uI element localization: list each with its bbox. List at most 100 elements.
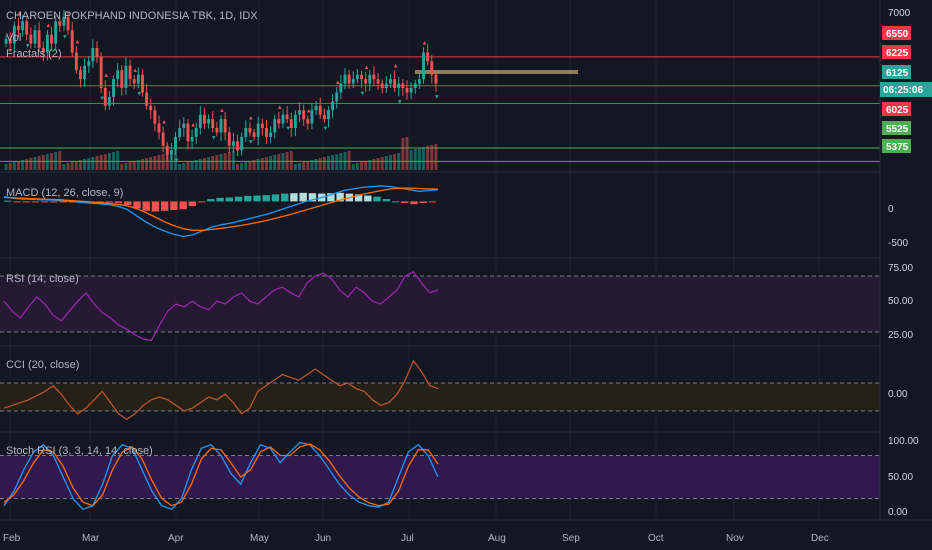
candle-body [91, 48, 95, 62]
macd-hist-bar [40, 201, 49, 203]
volume-bar [198, 159, 202, 170]
macd-hist-bar [105, 201, 113, 203]
volume-bar [33, 157, 37, 170]
candle-body [107, 96, 111, 106]
level-badge-6025-label: 6025 [886, 105, 909, 116]
volume-bar [298, 163, 301, 170]
macd-hist-bar [271, 194, 280, 202]
volume-bar [107, 153, 111, 170]
fractal-down: ▼ [174, 158, 180, 164]
candle-body [149, 105, 153, 111]
volume-bar [302, 162, 306, 170]
level-badge-6025-bg [882, 102, 911, 116]
volume-bar [45, 154, 49, 170]
chart-title: CHAROEN POKPHAND INDONESIA TBK, 1D, IDX [6, 10, 258, 22]
current-price-label: 6125 [886, 68, 909, 79]
countdown-label: 06:25:06 [883, 85, 923, 96]
indicator-bands [0, 275, 880, 499]
candle-body [277, 119, 281, 124]
stoch-k-line [3, 441, 439, 511]
volume-bar [161, 154, 165, 170]
candle-body [198, 114, 202, 128]
fractal-up: ▲ [335, 80, 341, 86]
macd-hist-bar [354, 194, 363, 202]
macd-hist-bar [234, 196, 243, 202]
macd-hist-bar [391, 201, 400, 203]
candle-body [393, 79, 397, 88]
volume-bar [66, 163, 70, 170]
volume-bar [21, 160, 25, 170]
macd-hist-bar [13, 201, 21, 203]
cci-pane[interactable]: CCI (20, close) [3, 359, 439, 421]
candle-body [169, 150, 173, 155]
rsi-pane[interactable]: RSI (14, close) [3, 271, 439, 342]
candle-body [227, 132, 231, 146]
volume-bar [405, 137, 409, 170]
candle-body [240, 136, 244, 151]
fractal-down: ▼ [248, 140, 254, 146]
candle-body [29, 34, 33, 44]
cci-title: CCI (20, close) [6, 359, 79, 371]
macd-hist-bar [308, 193, 317, 202]
candle-body [219, 119, 223, 133]
candle-body [364, 79, 368, 84]
rsi-tick-50: 50.00 [888, 296, 913, 307]
volume-bar [384, 156, 388, 170]
volume-bar [289, 151, 293, 170]
macd-hist-bar [207, 199, 215, 202]
candle-body [260, 123, 264, 128]
volume-bar [306, 161, 310, 170]
rsi-line [3, 271, 439, 342]
volume-bar [376, 158, 380, 170]
volume-bar [145, 158, 149, 170]
time-axis[interactable]: Feb Mar Apr May Jun Jul Aug Sep Oct Nov … [0, 519, 932, 544]
volume-bar [426, 146, 430, 170]
cci-line [3, 359, 439, 421]
macd-line [3, 185, 439, 238]
candle-body [380, 83, 384, 88]
candle-body [8, 39, 12, 44]
level-badge-5525-bg [882, 121, 911, 135]
macd-hist-bar [188, 201, 197, 207]
price-axis[interactable]: 7000 6550 6225 6125 06:25:06 6025 5525 5… [879, 0, 932, 520]
macd-hist-bar [4, 200, 12, 202]
candle-body [132, 79, 136, 84]
candle-body [401, 83, 405, 88]
candle-body [265, 128, 268, 137]
level-badge-6550-label: 6550 [886, 29, 909, 40]
volume-bar [314, 159, 318, 170]
candle-body [293, 114, 297, 128]
month-label-dec: Dec [811, 533, 829, 544]
candle-body [178, 128, 182, 137]
candle-body [248, 128, 252, 133]
fractal-up: ▲ [74, 39, 80, 45]
candle-body [310, 110, 314, 124]
stoch-rsi-pane[interactable]: Stoch RSI (3, 3, 14, 14, close) [3, 441, 439, 511]
volume-bar [149, 157, 153, 170]
candle-body [405, 88, 409, 93]
candle-body [426, 52, 430, 62]
month-label-aug: Aug [488, 533, 506, 544]
month-label-feb: Feb [3, 533, 21, 544]
volume-bar [112, 152, 115, 170]
level-badge-5375-bg [882, 139, 911, 153]
volume-bar [12, 162, 16, 170]
macd-pane[interactable]: MACD (12, 26, close, 9) [3, 185, 439, 238]
volume-bar [99, 155, 103, 170]
macd-title: MACD (12, 26, close, 9) [6, 187, 123, 199]
candle-body [174, 136, 177, 151]
volume-bar [327, 156, 330, 170]
candle-body [165, 145, 169, 155]
fractal-up: ▲ [306, 108, 312, 114]
candle-body [351, 79, 355, 84]
volume-bar [401, 138, 405, 170]
macd-hist-bar [133, 201, 141, 209]
volume-bar [256, 159, 260, 170]
macd-hist-bar [410, 201, 418, 205]
candle-body [434, 74, 438, 84]
candle-body [194, 128, 198, 137]
volume-bar [422, 147, 425, 170]
price-pane[interactable]: ▲ ▼ ▲ ▼ ▲ ▼ ▲ ▲ ▼ ▲ ▼ ▲ ▼ ▲ ▲ ▼ ▲ ▼ ▲ ▼ ▲ ▼ ▲ ▲ ▼ ▲ ▼ CHAROEN POKP… [0, 9, 880, 170]
volume-bar [190, 161, 194, 170]
